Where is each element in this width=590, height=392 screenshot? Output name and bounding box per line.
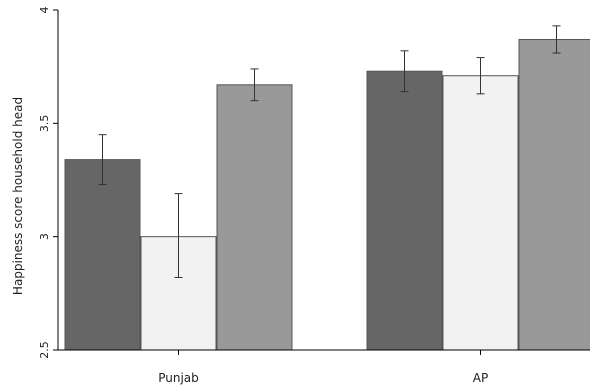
x-category-labels: Punjab AP (158, 350, 488, 385)
y-tick-label-1: 3 (38, 233, 51, 240)
error-bar-punjab-3 (250, 68, 259, 102)
x-label-ap: AP (473, 371, 488, 385)
y-tick-label-3: 4 (38, 7, 51, 14)
y-axis-title: Happiness score household head (11, 97, 25, 295)
error-bars-layer (98, 25, 561, 278)
y-tick-label-2: 3.5 (38, 115, 51, 133)
bars-layer (64, 38, 590, 351)
error-bar-ap-3 (552, 25, 561, 54)
error-bar-punjab-1 (98, 134, 107, 186)
bar-punjab-3 (216, 84, 293, 351)
y-tick-label-0: 2.5 (38, 341, 51, 359)
error-bar-punjab-2 (174, 193, 183, 278)
bar-ap-3 (518, 38, 590, 351)
bar-ap-2 (442, 75, 519, 351)
bar-ap-1 (366, 70, 443, 351)
y-ticks: 2.5 3 3.5 4 (38, 7, 58, 359)
x-label-punjab: Punjab (158, 371, 199, 385)
error-bar-ap-2 (476, 57, 485, 95)
axes (57, 10, 590, 351)
bar-punjab-1 (64, 159, 141, 351)
error-bar-ap-1 (400, 50, 409, 93)
